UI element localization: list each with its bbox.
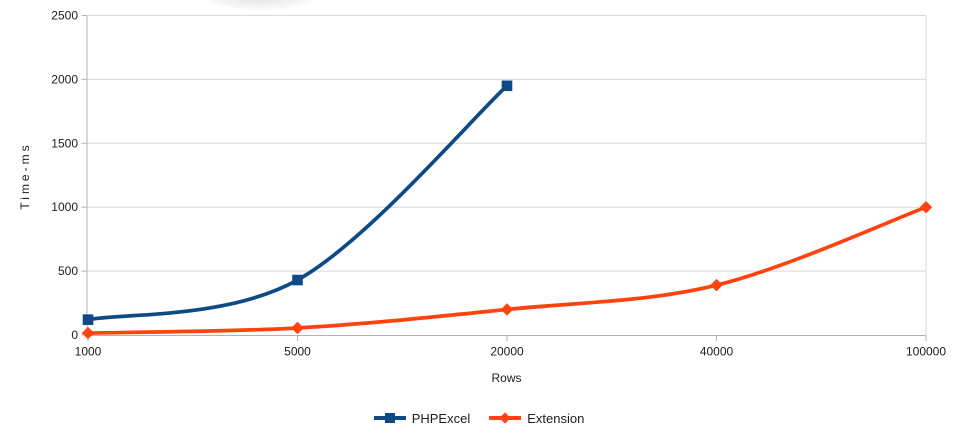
x-tick-label: 100000 [906,345,946,359]
y-tick-label: 1500 [51,136,78,150]
x-tick-label: 5000 [284,345,311,359]
x-tick-label: 40000 [700,345,734,359]
series-marker-extension [710,278,723,292]
series-marker-extension [81,326,95,340]
extension-series-swatch-icon [489,412,522,424]
series-marker-phpexcel [501,80,513,92]
y-tick-label: 0 [71,328,78,342]
series-line-phpexcel [86,83,509,322]
y-tick-label: 500 [58,264,78,278]
legend-item-extension: Extension [488,411,584,426]
phpexcel-series-swatch-icon [373,413,406,423]
series-marker-phpexcel [292,274,303,286]
x-tick-label: 20000 [490,345,524,359]
legend-label-phpexcel: PHPExcel [411,410,471,426]
y-axis-title: Time-ms [18,142,32,210]
chart-legend: PHPExcel Extension [0,407,957,429]
y-tick-label: 2500 [51,9,78,23]
y-tick-label: 2000 [51,72,78,86]
legend-item-phpexcel: PHPExcel [373,410,471,426]
series-marker-phpexcel [82,314,94,325]
legend-label-extension: Extension [527,410,585,426]
series-marker-extension [919,200,933,214]
x-axis-title: Rows [491,371,522,385]
series-marker-extension [500,303,514,316]
y-tick-label: 1000 [51,200,78,214]
series-marker-extension [291,321,304,335]
x-tick-label: 1000 [75,345,102,359]
